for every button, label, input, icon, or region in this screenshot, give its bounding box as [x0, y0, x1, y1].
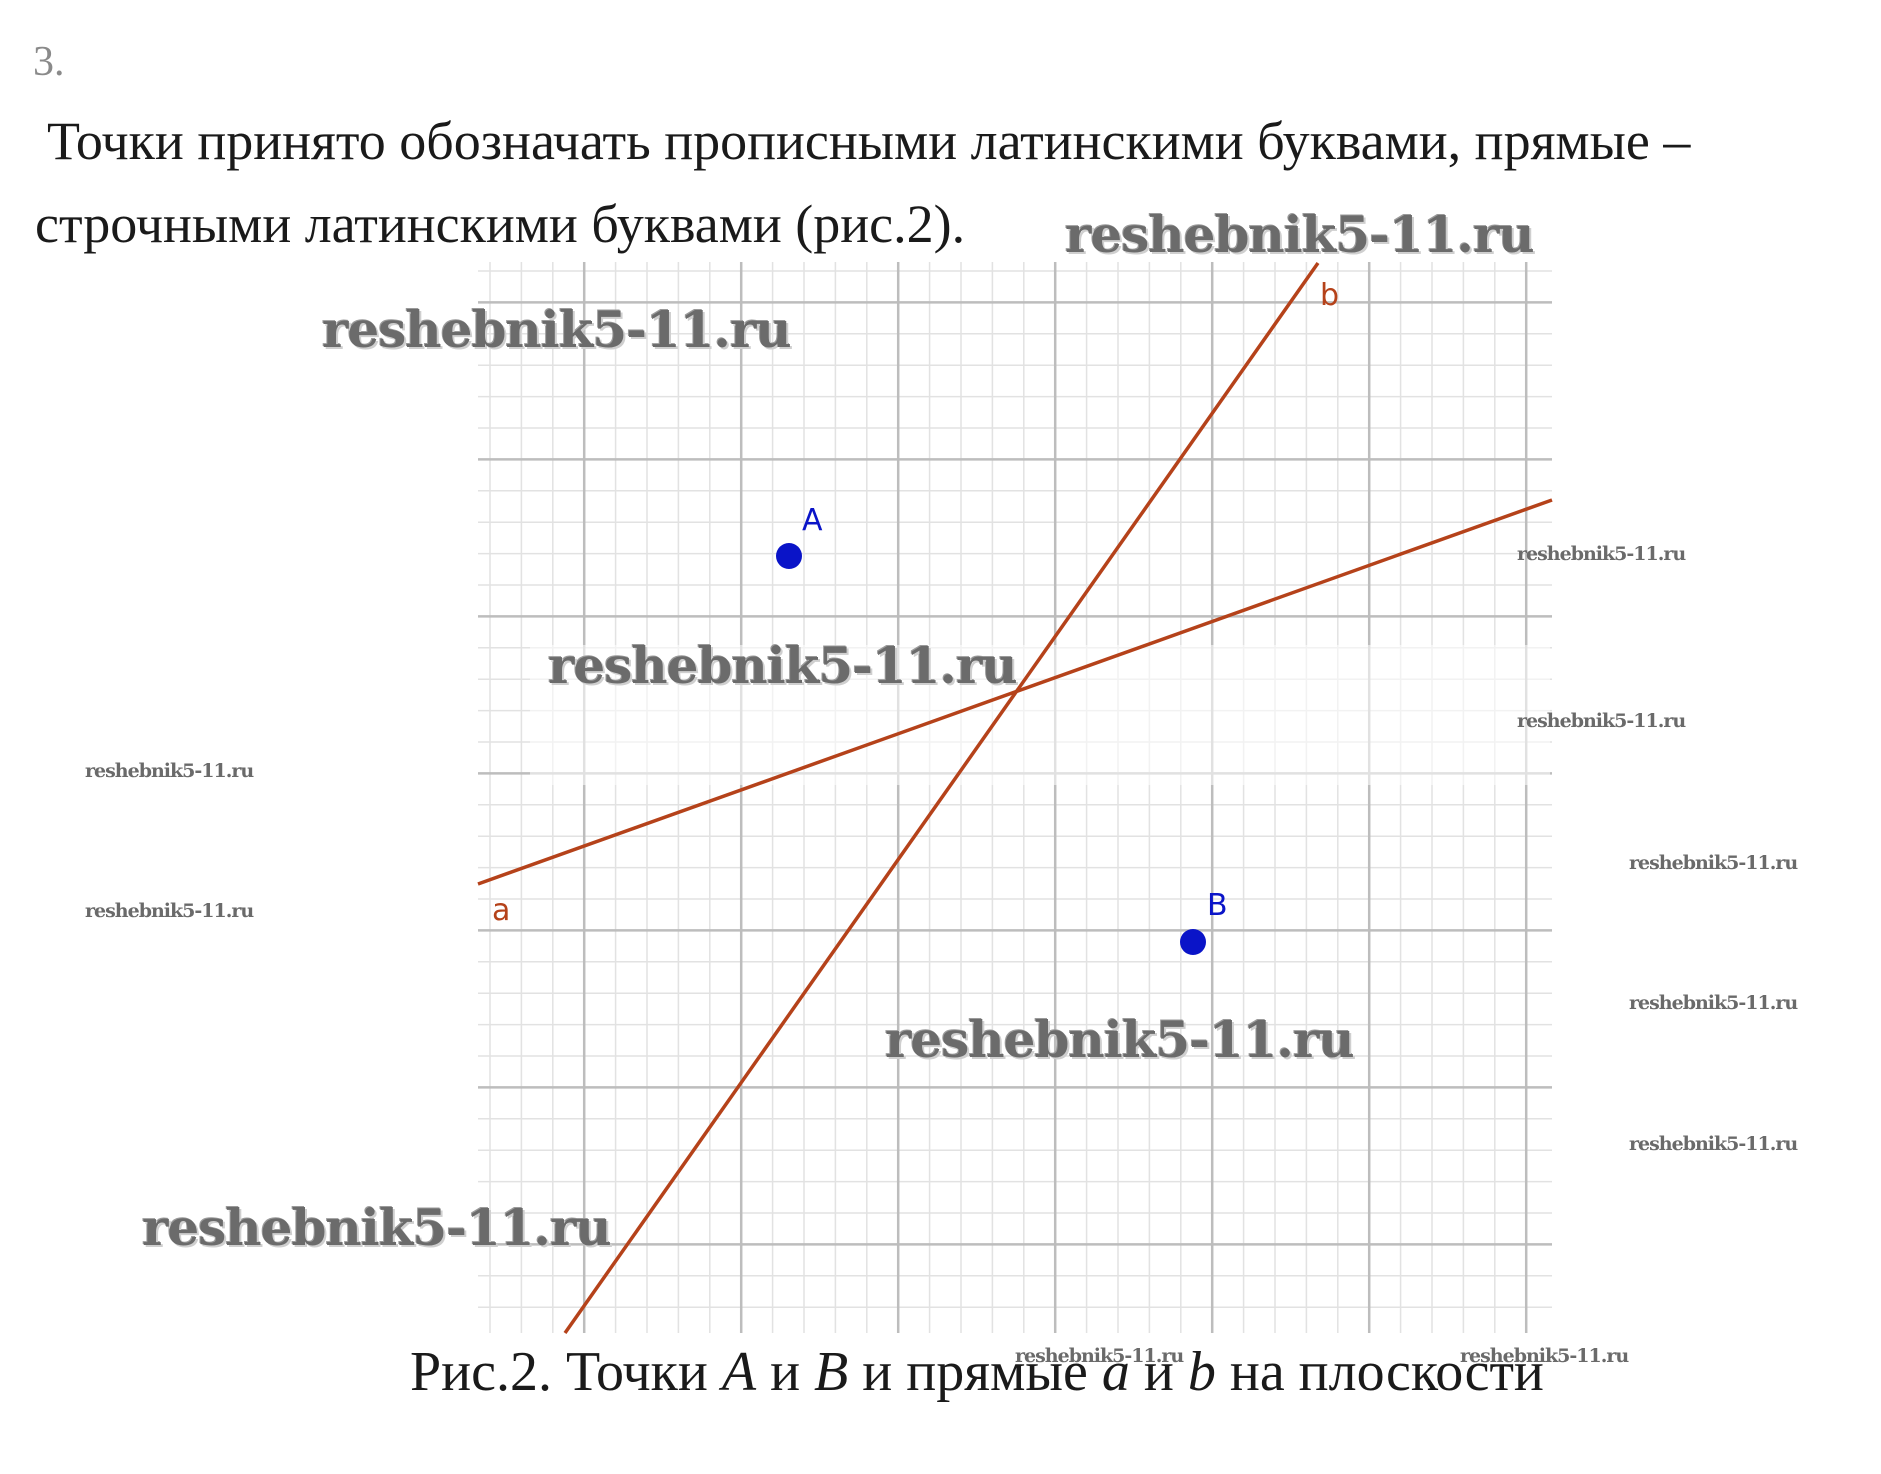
caption-line-a: a	[1101, 1341, 1130, 1403]
watermark: reshebnik5-11.ru	[322, 300, 792, 359]
watermark: reshebnik5-11.ru	[548, 636, 1018, 695]
point-a-label: A	[802, 503, 823, 538]
line-b	[563, 261, 1320, 1335]
point-a	[776, 543, 802, 569]
caption-line-b: b	[1187, 1341, 1216, 1403]
grid-minor	[478, 262, 1552, 1333]
paragraph-line-2: строчными латинскими буквами (рис.2).	[35, 194, 966, 254]
watermark-small: reshebnik5-11.ru	[85, 760, 254, 782]
watermark-small: reshebnik5-11.ru	[1015, 1345, 1184, 1367]
caption-point-a: A	[721, 1341, 757, 1403]
caption-mid: и прямые	[848, 1341, 1102, 1403]
grid-major	[478, 262, 1552, 1333]
caption-suffix: на плоскости	[1215, 1341, 1544, 1403]
watermark-small: reshebnik5-11.ru	[1629, 992, 1798, 1014]
faded-band	[530, 645, 1550, 785]
caption-prefix: Рис.2. Точки	[410, 1341, 722, 1403]
watermark: reshebnik5-11.ru	[1065, 205, 1535, 264]
watermark-small: reshebnik5-11.ru	[1629, 1133, 1798, 1155]
watermark-small: reshebnik5-11.ru	[1517, 543, 1686, 565]
point-b	[1180, 929, 1206, 955]
intro-paragraph: Точки принято обозначать прописными лати…	[35, 100, 1865, 266]
line-a-label: a	[492, 893, 510, 928]
caption-and-2: и	[1129, 1341, 1188, 1403]
paragraph-line-1: Точки принято обозначать прописными лати…	[47, 111, 1691, 171]
point-b-label: B	[1207, 888, 1228, 923]
watermark: reshebnik5-11.ru	[885, 1010, 1355, 1069]
watermark-small: reshebnik5-11.ru	[1517, 710, 1686, 732]
caption-and-1: и	[756, 1341, 815, 1403]
task-number: 3.	[33, 39, 65, 85]
caption-point-b: B	[814, 1341, 849, 1403]
watermark-small: reshebnik5-11.ru	[1460, 1345, 1629, 1367]
watermark: reshebnik5-11.ru	[142, 1198, 612, 1257]
figure-caption: Рис.2. Точки A и B и прямые a и b на пло…	[410, 1340, 1544, 1404]
watermark-small: reshebnik5-11.ru	[85, 900, 254, 922]
line-b-label: b	[1320, 278, 1339, 313]
watermark-small: reshebnik5-11.ru	[1629, 852, 1798, 874]
